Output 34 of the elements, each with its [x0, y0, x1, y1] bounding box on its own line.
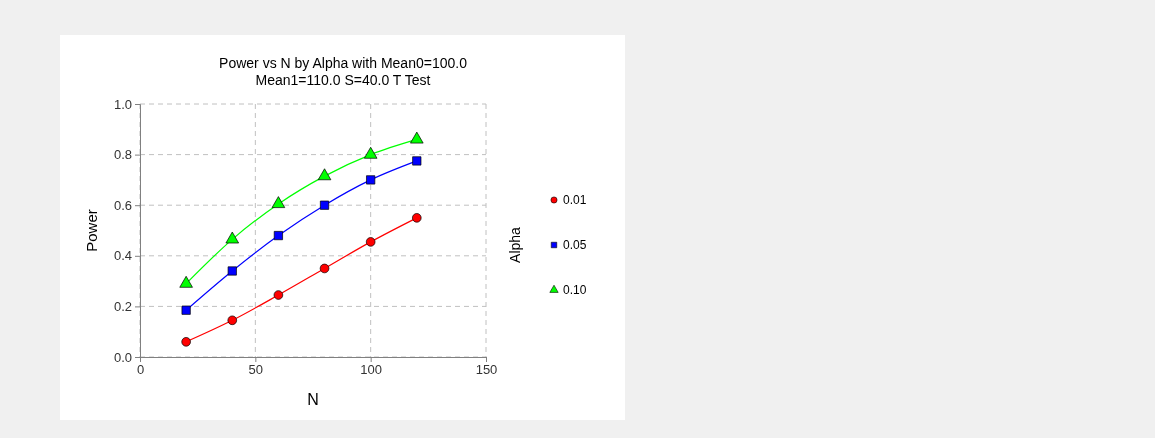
point: [410, 131, 424, 144]
legend-title: Alpha: [507, 226, 523, 263]
y-tick-label: 0.0: [113, 349, 132, 365]
point: [273, 231, 283, 241]
x-tick-label: 100: [360, 362, 383, 378]
y-tick-label: 0.4: [113, 248, 132, 264]
point: [227, 266, 237, 276]
point: [225, 231, 239, 244]
point: [412, 213, 422, 223]
y-tick-label: 0.2: [113, 299, 132, 315]
legend-label: 0.01: [563, 193, 587, 207]
point: [317, 168, 332, 181]
point: [320, 200, 330, 210]
x-tick-label: 50: [248, 362, 264, 378]
point: [273, 290, 284, 300]
point: [319, 263, 330, 274]
point: [181, 305, 191, 315]
point: [365, 237, 376, 247]
x-tick-label: 0: [136, 362, 145, 378]
point: [366, 175, 376, 185]
x-axis-title: N: [307, 391, 319, 408]
y-tick-label: 0.6: [113, 197, 132, 213]
legend-label: 0.10: [563, 283, 587, 297]
point: [412, 156, 422, 166]
y-tick-label: 0.8: [113, 147, 132, 163]
legend-label: 0.05: [563, 238, 587, 252]
y-tick-label: 1.0: [113, 96, 132, 112]
point: [363, 146, 378, 159]
y-axis-title: Power: [83, 209, 100, 252]
point: [227, 315, 237, 326]
chart-title: Power vs N by Alpha with Mean0=100.0 Mean1=110.0 S=40.0 T Test: [219, 55, 468, 88]
point: [271, 196, 286, 208]
point: [181, 337, 191, 347]
x-tick-label: 150: [475, 362, 498, 378]
